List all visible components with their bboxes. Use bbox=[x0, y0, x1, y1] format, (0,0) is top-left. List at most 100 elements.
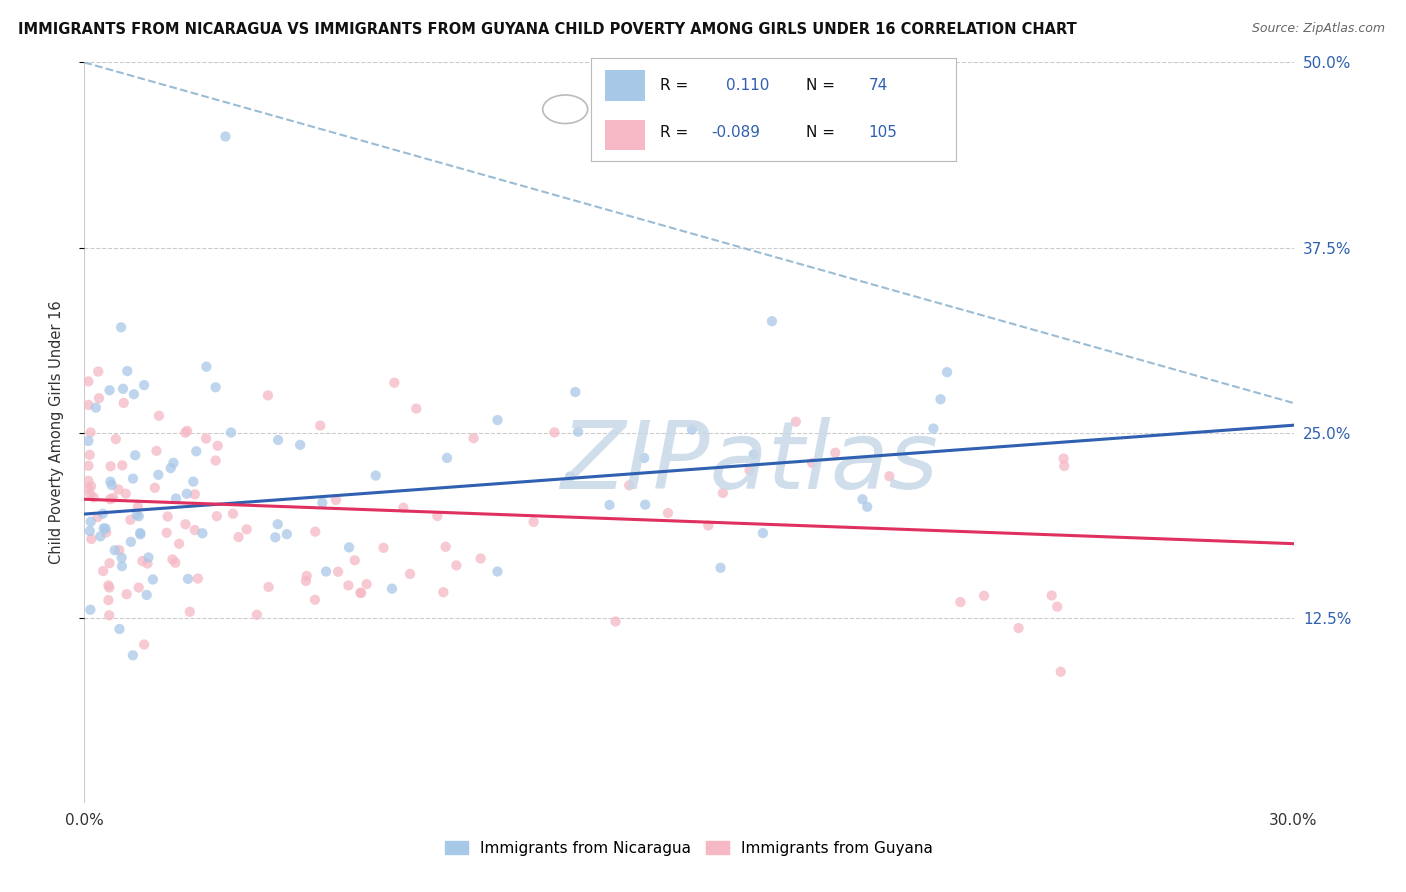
Point bbox=[382, 376, 405, 390]
Point bbox=[79, 603, 101, 617]
Y-axis label: Child Poverty Among Girls Under 16: Child Poverty Among Girls Under 16 bbox=[49, 301, 63, 565]
Point bbox=[93, 521, 115, 535]
Point bbox=[222, 507, 245, 521]
Point bbox=[135, 588, 157, 602]
Point bbox=[276, 527, 298, 541]
Text: N =: N = bbox=[806, 126, 835, 140]
Point bbox=[100, 475, 122, 489]
Point bbox=[949, 595, 972, 609]
Point bbox=[1040, 589, 1063, 603]
Point bbox=[801, 456, 824, 470]
Point bbox=[364, 468, 387, 483]
Point bbox=[112, 396, 135, 410]
Point bbox=[86, 510, 108, 524]
Point bbox=[121, 648, 143, 663]
Point bbox=[159, 461, 181, 475]
Point bbox=[246, 607, 269, 622]
Point bbox=[257, 580, 280, 594]
Point bbox=[79, 425, 101, 440]
Point bbox=[486, 413, 509, 427]
Point bbox=[176, 424, 198, 438]
Point bbox=[288, 438, 311, 452]
Point bbox=[204, 380, 226, 394]
Point bbox=[856, 500, 879, 514]
Point bbox=[100, 478, 122, 492]
Text: IMMIGRANTS FROM NICARAGUA VS IMMIGRANTS FROM GUYANA CHILD POVERTY AMONG GIRLS UN: IMMIGRANTS FROM NICARAGUA VS IMMIGRANTS … bbox=[18, 22, 1077, 37]
Point bbox=[405, 401, 427, 416]
Point bbox=[434, 540, 457, 554]
Point bbox=[599, 498, 621, 512]
Point bbox=[108, 622, 131, 636]
Point bbox=[267, 433, 290, 447]
Point bbox=[117, 364, 139, 378]
Point bbox=[257, 388, 280, 402]
Point bbox=[111, 550, 134, 565]
Point bbox=[165, 556, 187, 570]
Point bbox=[295, 574, 318, 588]
FancyBboxPatch shape bbox=[605, 70, 645, 101]
Point bbox=[191, 526, 214, 541]
Point bbox=[633, 450, 655, 465]
Point bbox=[98, 608, 121, 623]
Point bbox=[97, 578, 120, 592]
Point bbox=[315, 565, 337, 579]
Point bbox=[929, 392, 952, 407]
Point bbox=[184, 523, 207, 537]
Point bbox=[181, 475, 204, 489]
Point bbox=[309, 418, 332, 433]
Point bbox=[381, 582, 404, 596]
Point bbox=[304, 592, 326, 607]
Point bbox=[228, 530, 250, 544]
Text: 105: 105 bbox=[869, 126, 897, 140]
Point bbox=[560, 469, 582, 483]
Point bbox=[523, 515, 546, 529]
Text: R =: R = bbox=[659, 78, 688, 93]
Point bbox=[91, 507, 114, 521]
Point bbox=[80, 479, 103, 493]
Point bbox=[122, 387, 145, 401]
Point bbox=[264, 530, 287, 544]
Point bbox=[973, 589, 995, 603]
Point bbox=[195, 432, 218, 446]
Point bbox=[134, 638, 156, 652]
Point bbox=[79, 487, 101, 501]
Point bbox=[851, 492, 873, 507]
Point bbox=[145, 443, 167, 458]
Point bbox=[122, 472, 145, 486]
Point bbox=[187, 572, 209, 586]
Point bbox=[98, 581, 121, 595]
Point bbox=[89, 529, 111, 543]
Point bbox=[174, 517, 197, 532]
Point bbox=[634, 498, 657, 512]
Point bbox=[1046, 599, 1069, 614]
Point bbox=[120, 534, 142, 549]
Legend: Immigrants from Nicaragua, Immigrants from Guyana: Immigrants from Nicaragua, Immigrants fr… bbox=[439, 835, 939, 862]
Point bbox=[136, 557, 159, 571]
Point bbox=[711, 486, 734, 500]
Point bbox=[205, 509, 228, 524]
Point bbox=[131, 554, 153, 568]
Text: -0.089: -0.089 bbox=[711, 126, 761, 140]
Point bbox=[98, 492, 121, 507]
Point bbox=[143, 481, 166, 495]
Point bbox=[311, 496, 333, 510]
Point bbox=[432, 585, 454, 599]
Point bbox=[148, 409, 170, 423]
Point bbox=[446, 558, 468, 573]
Point bbox=[111, 559, 134, 574]
Point bbox=[111, 382, 134, 396]
Point bbox=[114, 486, 136, 500]
Point bbox=[79, 448, 101, 462]
Point bbox=[681, 423, 703, 437]
Point bbox=[77, 474, 100, 488]
Point bbox=[567, 425, 589, 439]
Point bbox=[195, 359, 218, 374]
Point bbox=[77, 398, 100, 412]
Point bbox=[167, 537, 190, 551]
Point bbox=[156, 525, 179, 540]
Point bbox=[1052, 451, 1074, 466]
Point bbox=[97, 593, 120, 607]
Point bbox=[697, 518, 720, 533]
Point bbox=[128, 509, 150, 524]
Point bbox=[127, 500, 149, 514]
